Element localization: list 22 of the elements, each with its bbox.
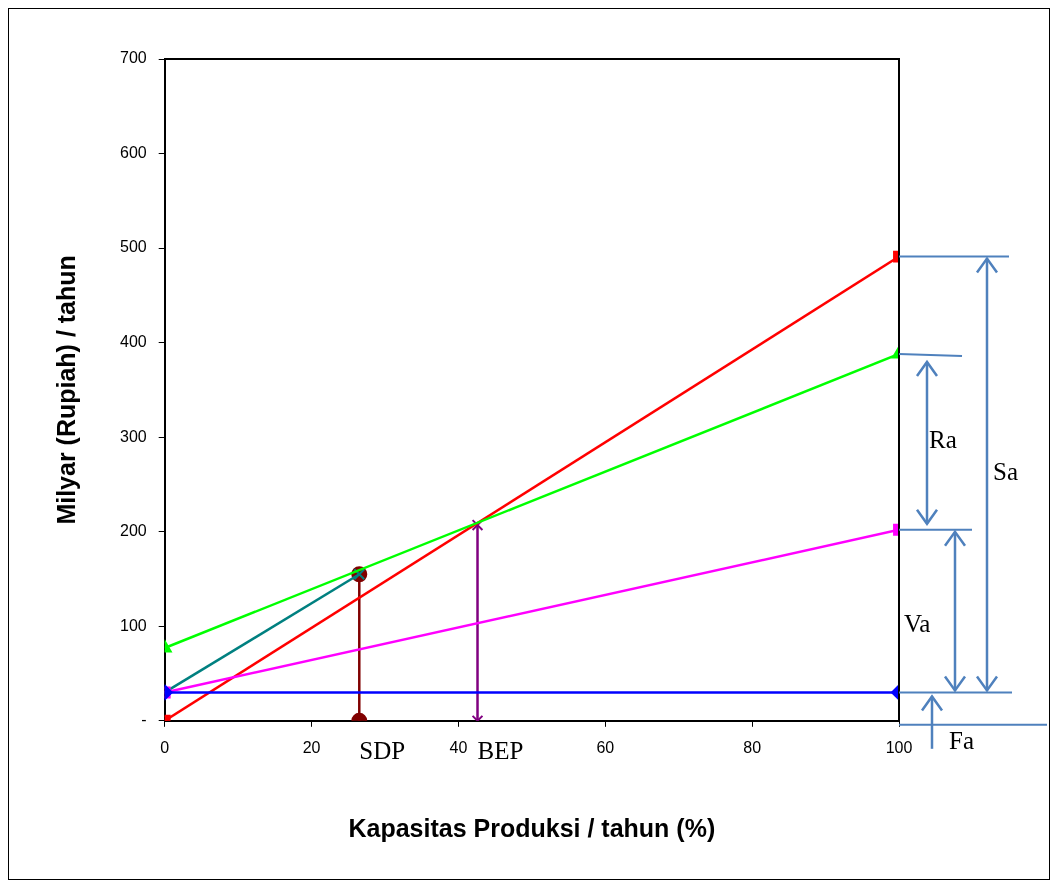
annotation: BEP: [477, 736, 524, 764]
x-tick-label: 100: [885, 738, 913, 756]
text: Ra: [929, 425, 957, 453]
x-axis-title: Kapasitas Produksi / tahun (%): [348, 813, 716, 842]
x-tick-label: 0: [160, 738, 170, 756]
x-tick-label: 40: [449, 738, 468, 756]
x-tick-label: 60: [596, 738, 615, 756]
y-tick-label: 200: [119, 522, 147, 540]
y-axis-title: Milyar (Rupiah) / tahun: [51, 255, 80, 525]
y-tick-label: 300: [119, 427, 147, 445]
y-tick-label: 400: [119, 333, 147, 351]
text: Va: [904, 609, 931, 637]
x-tick-label: 80: [743, 738, 762, 756]
text: Sa: [993, 458, 1018, 486]
y-tick-label: 600: [119, 143, 147, 161]
annotation: SDP: [359, 736, 406, 764]
y-tick-label: 100: [119, 616, 147, 634]
text: Fa: [949, 726, 974, 754]
x-tick-label: 20: [302, 738, 321, 756]
y-tick-label: 500: [119, 238, 147, 256]
y-tick-label: -: [141, 711, 147, 729]
y-tick-label: 700: [119, 49, 147, 67]
